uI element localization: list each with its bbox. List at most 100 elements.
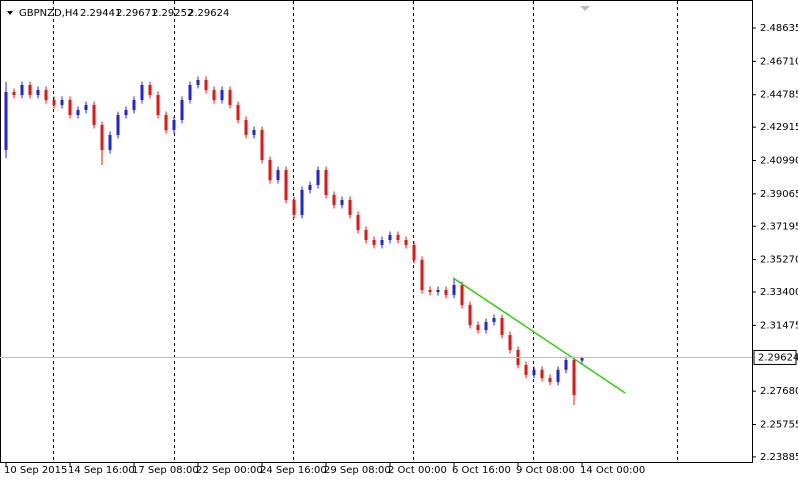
candle-body [364, 229, 368, 240]
shift-marker [580, 6, 590, 11]
candle-body [156, 95, 160, 115]
y-tick-label: 2.42915 [760, 122, 798, 133]
x-tick-label: 14 Oct 00:00 [580, 465, 645, 476]
plot-frame [0, 0, 753, 463]
candle-body [244, 119, 248, 135]
x-tick-label: 9 Oct 08:00 [516, 465, 575, 476]
candle-body [100, 124, 104, 150]
candle-body [572, 359, 576, 395]
candle-body [36, 89, 40, 96]
candle-body [292, 199, 296, 215]
candle-body [220, 89, 224, 100]
candle-body [172, 119, 176, 130]
header-open: 2.29441 [80, 8, 121, 19]
x-tick-label: 2 Oct 00:00 [388, 465, 447, 476]
candle-body [316, 169, 320, 185]
candle-body [124, 109, 128, 115]
candle-body [60, 99, 64, 105]
y-tick-label: 2.46710 [760, 56, 798, 67]
candle-body [548, 377, 552, 382]
dropdown-icon [7, 11, 13, 15]
candle-body [268, 159, 272, 180]
candle-body [564, 359, 568, 370]
y-tick-label: 2.33400 [760, 287, 798, 298]
candle-body [28, 85, 32, 96]
candle-body [164, 114, 168, 130]
candle-body [308, 184, 312, 190]
candle-body [436, 289, 440, 292]
candle-body [556, 369, 560, 382]
candle-body [92, 104, 96, 125]
x-tick-label: 24 Sep 16:00 [260, 465, 327, 476]
x-tick-label: 17 Sep 08:00 [132, 465, 199, 476]
y-tick-label: 2.23885 [760, 452, 798, 463]
candle-body [180, 99, 184, 120]
candle-body [508, 334, 512, 350]
candle-body [68, 99, 72, 115]
y-tick-label: 2.48635 [760, 23, 798, 34]
y-tick-label: 2.25755 [760, 420, 798, 431]
candle-body [284, 169, 288, 200]
candle-body [204, 79, 208, 90]
x-tick-label: 22 Sep 00:00 [196, 465, 263, 476]
header-close: 2.29624 [188, 8, 229, 19]
candle-body [324, 169, 328, 195]
candle-body [340, 199, 344, 205]
candle-body [12, 91, 16, 96]
candle-body [356, 214, 360, 230]
candle-body [108, 134, 112, 150]
candle-body [396, 234, 400, 240]
candle-body [188, 85, 192, 100]
candle-body [300, 189, 304, 215]
x-tick-label: 10 Sep 2015 [4, 465, 67, 476]
y-tick-label: 2.44785 [760, 90, 798, 101]
candle-body [428, 289, 432, 292]
candle-body [52, 99, 56, 105]
candle-body [420, 259, 424, 290]
candle-body [148, 85, 152, 96]
x-tick-label: 14 Sep 16:00 [68, 465, 135, 476]
candle-body [116, 114, 120, 135]
candle-body [500, 318, 504, 335]
candle-body [260, 129, 264, 160]
candle-body [412, 244, 416, 260]
candle-body [380, 239, 384, 245]
y-tick-label: 2.31475 [760, 320, 798, 331]
candle-body [532, 369, 536, 375]
header-low: 2.29252 [152, 8, 193, 19]
candle-body [452, 284, 456, 295]
candle-body [196, 79, 200, 86]
header-high: 2.29671 [116, 8, 157, 19]
candle-body [276, 169, 280, 180]
candle-body [4, 91, 8, 150]
candle-body [348, 199, 352, 215]
candle-body [252, 129, 256, 135]
candle-body [132, 99, 136, 110]
candle-body [460, 284, 464, 305]
trendline [452, 277, 626, 394]
candle-body [212, 89, 216, 100]
candle-body [404, 239, 408, 245]
y-tick-label: 2.39065 [760, 189, 798, 200]
candle-body [76, 109, 80, 115]
candle-body [372, 239, 376, 245]
candle-body [44, 89, 48, 100]
candle-body [332, 194, 336, 205]
y-tick-label: 2.35270 [760, 255, 798, 266]
x-tick-label: 29 Sep 08:00 [324, 465, 391, 476]
y-tick-label: 2.40990 [760, 155, 798, 166]
period-separators [53, 1, 678, 462]
candle-body [140, 85, 144, 100]
candle-body [476, 324, 480, 330]
candle-body [84, 104, 88, 110]
candle-body [540, 369, 544, 378]
price-label-box [753, 349, 797, 365]
y-tick-label: 2.37195 [760, 221, 798, 232]
price-label: 2.29624 [758, 352, 798, 363]
candle-body [524, 364, 528, 375]
candle-body [580, 357, 584, 361]
candle-body [20, 85, 24, 96]
candle-body [468, 304, 472, 325]
y-tick-label: 2.27680 [760, 386, 798, 397]
